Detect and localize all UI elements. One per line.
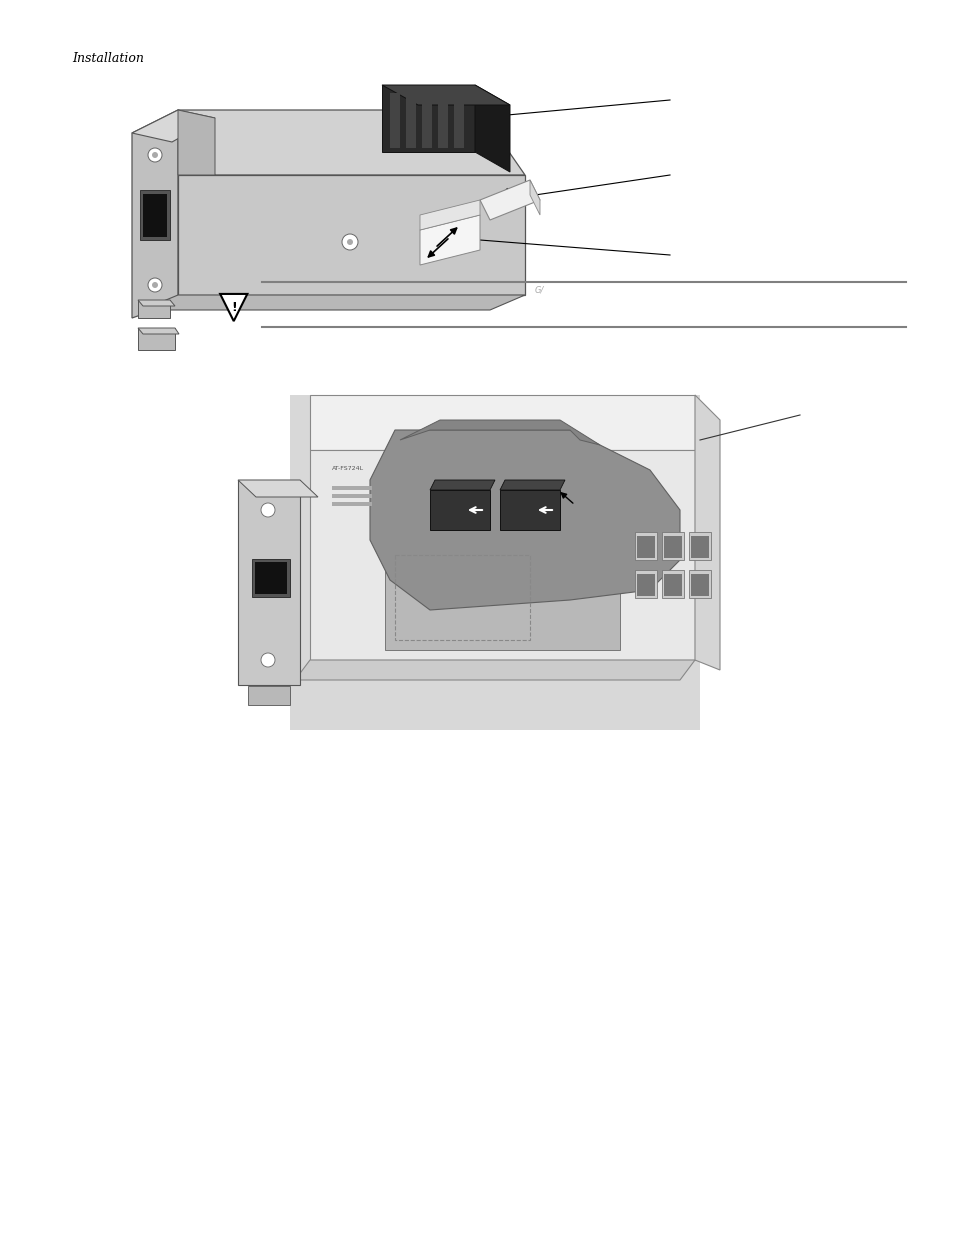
Bar (252, 559, 290, 597)
Polygon shape (430, 480, 495, 490)
Polygon shape (399, 420, 599, 445)
Bar (635, 532, 657, 559)
Polygon shape (132, 110, 178, 317)
Bar (661, 532, 683, 559)
Polygon shape (138, 300, 174, 306)
Polygon shape (132, 110, 214, 142)
Text: !: ! (231, 301, 236, 314)
Polygon shape (294, 659, 695, 680)
Polygon shape (419, 200, 479, 230)
Bar (637, 536, 655, 558)
Polygon shape (381, 85, 510, 105)
Bar (690, 536, 708, 558)
Bar (406, 93, 416, 148)
Polygon shape (475, 85, 510, 172)
Bar (332, 494, 372, 498)
Circle shape (152, 282, 158, 288)
Polygon shape (178, 110, 524, 175)
Bar (390, 93, 399, 148)
Polygon shape (220, 294, 247, 321)
Polygon shape (479, 180, 539, 220)
Circle shape (347, 240, 353, 245)
Bar (635, 571, 657, 598)
Polygon shape (138, 329, 174, 350)
Bar (332, 501, 372, 506)
Polygon shape (142, 295, 524, 310)
Polygon shape (290, 395, 700, 730)
Polygon shape (499, 490, 559, 530)
Text: Installation: Installation (71, 52, 144, 65)
Polygon shape (419, 215, 479, 266)
Polygon shape (237, 480, 317, 496)
Text: G/: G/ (534, 285, 543, 295)
Polygon shape (178, 175, 524, 295)
Polygon shape (695, 395, 720, 671)
Bar (437, 93, 448, 148)
Bar (661, 571, 683, 598)
Circle shape (261, 653, 274, 667)
Bar (332, 487, 372, 490)
Polygon shape (385, 454, 619, 650)
Text: AT-FS724L: AT-FS724L (332, 466, 364, 471)
Bar (663, 536, 681, 558)
Polygon shape (530, 180, 539, 215)
Bar (690, 574, 708, 597)
Circle shape (152, 152, 158, 158)
Polygon shape (381, 85, 475, 152)
Polygon shape (430, 490, 490, 530)
Bar (254, 562, 287, 594)
Bar (454, 93, 463, 148)
Polygon shape (140, 190, 170, 240)
Polygon shape (138, 329, 179, 333)
Bar (637, 574, 655, 597)
Polygon shape (138, 300, 170, 317)
Polygon shape (499, 480, 564, 490)
Polygon shape (310, 395, 695, 450)
Polygon shape (178, 110, 214, 175)
Polygon shape (237, 480, 299, 685)
Circle shape (148, 278, 162, 291)
Bar (421, 93, 432, 148)
Circle shape (148, 148, 162, 162)
Circle shape (261, 503, 274, 517)
Bar (663, 574, 681, 597)
Polygon shape (248, 685, 290, 705)
Bar (688, 571, 710, 598)
Circle shape (341, 233, 357, 249)
Bar (688, 532, 710, 559)
Polygon shape (370, 430, 679, 610)
Polygon shape (310, 450, 695, 659)
Polygon shape (143, 194, 167, 237)
